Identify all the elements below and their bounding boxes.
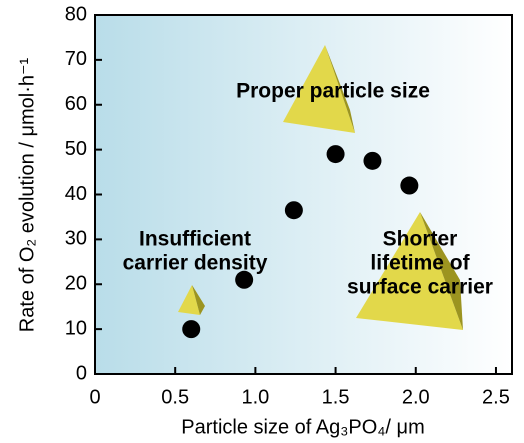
point: [400, 176, 419, 195]
y-tick-label: 70: [65, 48, 87, 70]
x-tick-label: 2.0: [402, 386, 430, 408]
y-tick-label: 40: [65, 183, 87, 205]
point: [235, 270, 254, 289]
point: [326, 145, 345, 164]
x-tick-label: 2.5: [482, 386, 510, 408]
y-tick-label: 50: [65, 138, 87, 160]
point: [182, 320, 201, 339]
y-tick-label: 20: [65, 273, 87, 295]
annotation: surface carrier: [347, 276, 493, 299]
y-tick-label: 10: [65, 317, 87, 339]
x-tick-label: 0.5: [161, 386, 189, 408]
y-tick-label: 0: [76, 362, 87, 384]
annotation: Shorter: [383, 228, 458, 251]
y-tick-label: 30: [65, 228, 87, 250]
annotation: Proper particle size: [236, 80, 430, 103]
annotation: lifetime of: [370, 252, 470, 275]
x-tick-label: 0: [89, 386, 100, 408]
x-axis-label: Particle size of Ag₃PO₄/ μm: [181, 416, 424, 438]
pyramid: [283, 45, 355, 133]
annotation: Insufficient: [139, 228, 251, 251]
point: [284, 201, 303, 220]
x-tick-label: 1.0: [241, 386, 269, 408]
y-axis-label: Rate of O₂ evolution / μmol·h⁻¹: [16, 57, 38, 332]
point: [363, 151, 382, 170]
pyramid: [356, 212, 463, 330]
x-tick-label: 1.5: [322, 386, 350, 408]
y-tick-label: 80: [65, 3, 87, 25]
pyramid: [178, 285, 205, 315]
y-tick-label: 60: [65, 93, 87, 115]
annotation: carrier density: [123, 252, 268, 275]
